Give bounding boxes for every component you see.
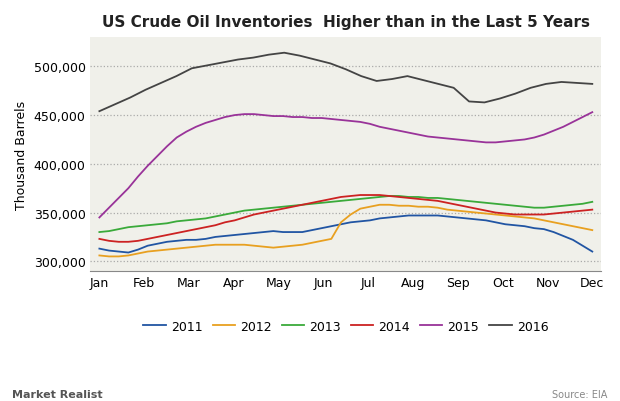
2016 xyxy=(296,54,303,59)
2016 xyxy=(466,100,473,105)
2016 xyxy=(173,75,180,79)
Line: 2011: 2011 xyxy=(99,216,592,253)
2011 xyxy=(588,249,596,254)
2013 xyxy=(405,195,412,200)
2016 xyxy=(265,53,273,58)
2016 xyxy=(280,51,288,56)
Line: 2012: 2012 xyxy=(99,205,592,257)
2015 xyxy=(415,133,422,138)
2012 xyxy=(376,203,383,208)
2014 xyxy=(434,199,441,204)
2011 xyxy=(415,214,422,219)
2012 xyxy=(337,220,345,225)
2016 xyxy=(142,88,149,93)
2013 xyxy=(135,224,142,229)
2015 xyxy=(588,111,596,115)
Text: Source: EIA: Source: EIA xyxy=(552,389,608,399)
2011 xyxy=(434,214,441,219)
2016 xyxy=(111,103,118,107)
2016 xyxy=(311,58,319,63)
Line: 2016: 2016 xyxy=(99,54,592,112)
2016 xyxy=(558,80,565,85)
2011 xyxy=(279,230,286,235)
2014 xyxy=(415,197,422,202)
2016 xyxy=(527,86,534,91)
2014 xyxy=(337,195,345,200)
2015 xyxy=(550,129,557,134)
Y-axis label: Thousand Barrels: Thousand Barrels xyxy=(15,100,28,209)
2011 xyxy=(95,247,103,251)
2016 xyxy=(496,97,503,102)
2015 xyxy=(95,215,103,220)
2014 xyxy=(376,193,383,198)
2011 xyxy=(337,222,345,227)
2016 xyxy=(126,96,134,101)
2013 xyxy=(270,206,277,211)
2016 xyxy=(234,58,242,63)
2016 xyxy=(203,64,211,69)
Text: Market Realist: Market Realist xyxy=(12,389,103,399)
2013 xyxy=(327,200,335,205)
Line: 2015: 2015 xyxy=(99,113,592,218)
2016 xyxy=(512,92,519,97)
2011 xyxy=(144,244,151,249)
2016 xyxy=(419,78,427,83)
2014 xyxy=(95,237,103,242)
2012 xyxy=(105,254,113,259)
2012 xyxy=(144,249,151,254)
2014 xyxy=(356,193,364,198)
Line: 2013: 2013 xyxy=(99,196,592,233)
Legend: 2011, 2012, 2013, 2014, 2015, 2016: 2011, 2012, 2013, 2014, 2015, 2016 xyxy=(138,315,553,338)
2012 xyxy=(95,253,103,258)
2013 xyxy=(424,196,432,201)
2014 xyxy=(115,240,122,245)
2016 xyxy=(388,77,396,82)
2013 xyxy=(386,194,393,199)
2014 xyxy=(588,208,596,213)
2016 xyxy=(327,62,334,67)
2016 xyxy=(188,67,195,71)
2013 xyxy=(588,200,596,205)
2012 xyxy=(415,205,422,210)
2016 xyxy=(342,68,350,73)
2016 xyxy=(542,82,550,87)
2016 xyxy=(588,82,596,87)
2011 xyxy=(366,219,374,223)
2011 xyxy=(125,251,132,255)
2012 xyxy=(366,205,374,210)
Line: 2014: 2014 xyxy=(99,196,592,242)
2012 xyxy=(279,245,286,249)
2016 xyxy=(373,79,380,84)
2016 xyxy=(219,61,226,66)
2013 xyxy=(95,230,103,235)
2016 xyxy=(435,82,442,87)
2016 xyxy=(250,56,257,61)
2016 xyxy=(95,109,103,114)
2016 xyxy=(157,81,165,86)
2013 xyxy=(560,204,567,209)
2016 xyxy=(404,75,411,79)
2016 xyxy=(480,101,488,105)
2016 xyxy=(450,86,458,91)
Title: US Crude Oil Inventories  Higher than in the Last 5 Years: US Crude Oil Inventories Higher than in … xyxy=(102,15,590,30)
2015 xyxy=(270,114,277,119)
2016 xyxy=(358,75,365,79)
2015 xyxy=(396,129,403,134)
2016 xyxy=(573,81,580,86)
2014 xyxy=(279,207,286,212)
2015 xyxy=(327,117,335,122)
2015 xyxy=(135,175,142,180)
2012 xyxy=(588,228,596,233)
2011 xyxy=(405,214,412,219)
2014 xyxy=(144,237,151,242)
2012 xyxy=(434,206,441,211)
